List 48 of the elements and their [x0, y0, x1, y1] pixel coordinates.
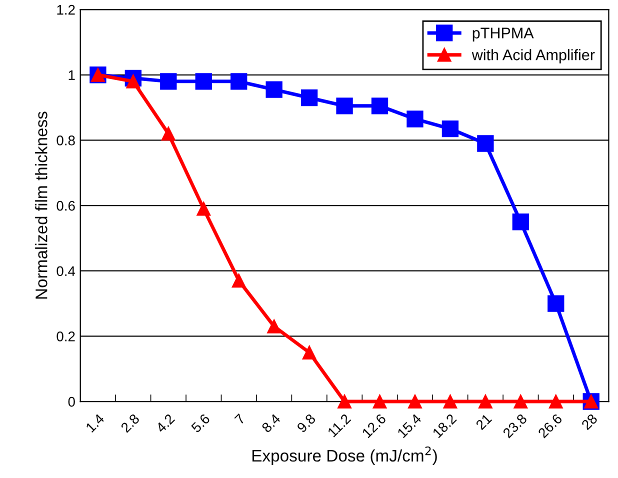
x-tick-label: 8.4 — [261, 413, 282, 434]
x-tick-label: 28 — [580, 413, 598, 430]
y-tick-label: 1.2 — [57, 4, 75, 15]
point — [548, 295, 564, 312]
x-tick-label: 12.6 — [362, 413, 387, 438]
x-tick-label: 2.8 — [120, 413, 140, 433]
y-tick-label: 0 — [68, 396, 75, 407]
point — [196, 202, 211, 216]
y-tick-label: 0.6 — [56, 200, 75, 211]
point — [195, 73, 212, 90]
point — [514, 394, 528, 408]
point — [160, 73, 177, 90]
point — [372, 394, 387, 408]
point — [232, 274, 246, 288]
point — [338, 394, 352, 408]
x-tick-label: 4.2 — [155, 413, 176, 434]
point — [302, 346, 316, 360]
point — [161, 126, 176, 141]
x-tick-label: 1.4 — [85, 413, 105, 433]
x-tick-label: 21 — [475, 413, 492, 430]
y-tick-label: 0.2 — [56, 332, 75, 342]
legend-label: pTHPMA — [472, 28, 534, 42]
y-tick-label: 0.4 — [56, 266, 76, 276]
point — [371, 98, 388, 114]
point — [230, 73, 248, 90]
x-tick-label: 7 — [234, 413, 246, 425]
point — [478, 394, 492, 408]
x-tick-label: 18.2 — [432, 413, 457, 438]
point — [442, 120, 459, 138]
point — [548, 394, 563, 408]
point — [477, 135, 494, 152]
point — [267, 319, 282, 334]
point — [443, 394, 458, 408]
point — [336, 98, 353, 114]
x-tick-label: 11.2 — [327, 413, 352, 438]
point — [300, 89, 318, 106]
point — [512, 214, 529, 230]
y-tick-label: 1 — [68, 70, 75, 80]
x-tick-label: 5.6 — [190, 413, 210, 434]
point — [406, 110, 424, 128]
x-tick-label: 9.8 — [296, 413, 316, 434]
x-axis-title: Exposure Dose (mJ/cm$^{2}$) — [252, 446, 437, 465]
point — [126, 74, 140, 88]
legend-label: with Acid Amplifier — [472, 49, 595, 64]
point — [266, 81, 282, 98]
y-axis-title: Normalized film thickness — [35, 112, 48, 299]
y-tick-label: 0.8 — [56, 136, 75, 146]
point — [408, 394, 422, 408]
